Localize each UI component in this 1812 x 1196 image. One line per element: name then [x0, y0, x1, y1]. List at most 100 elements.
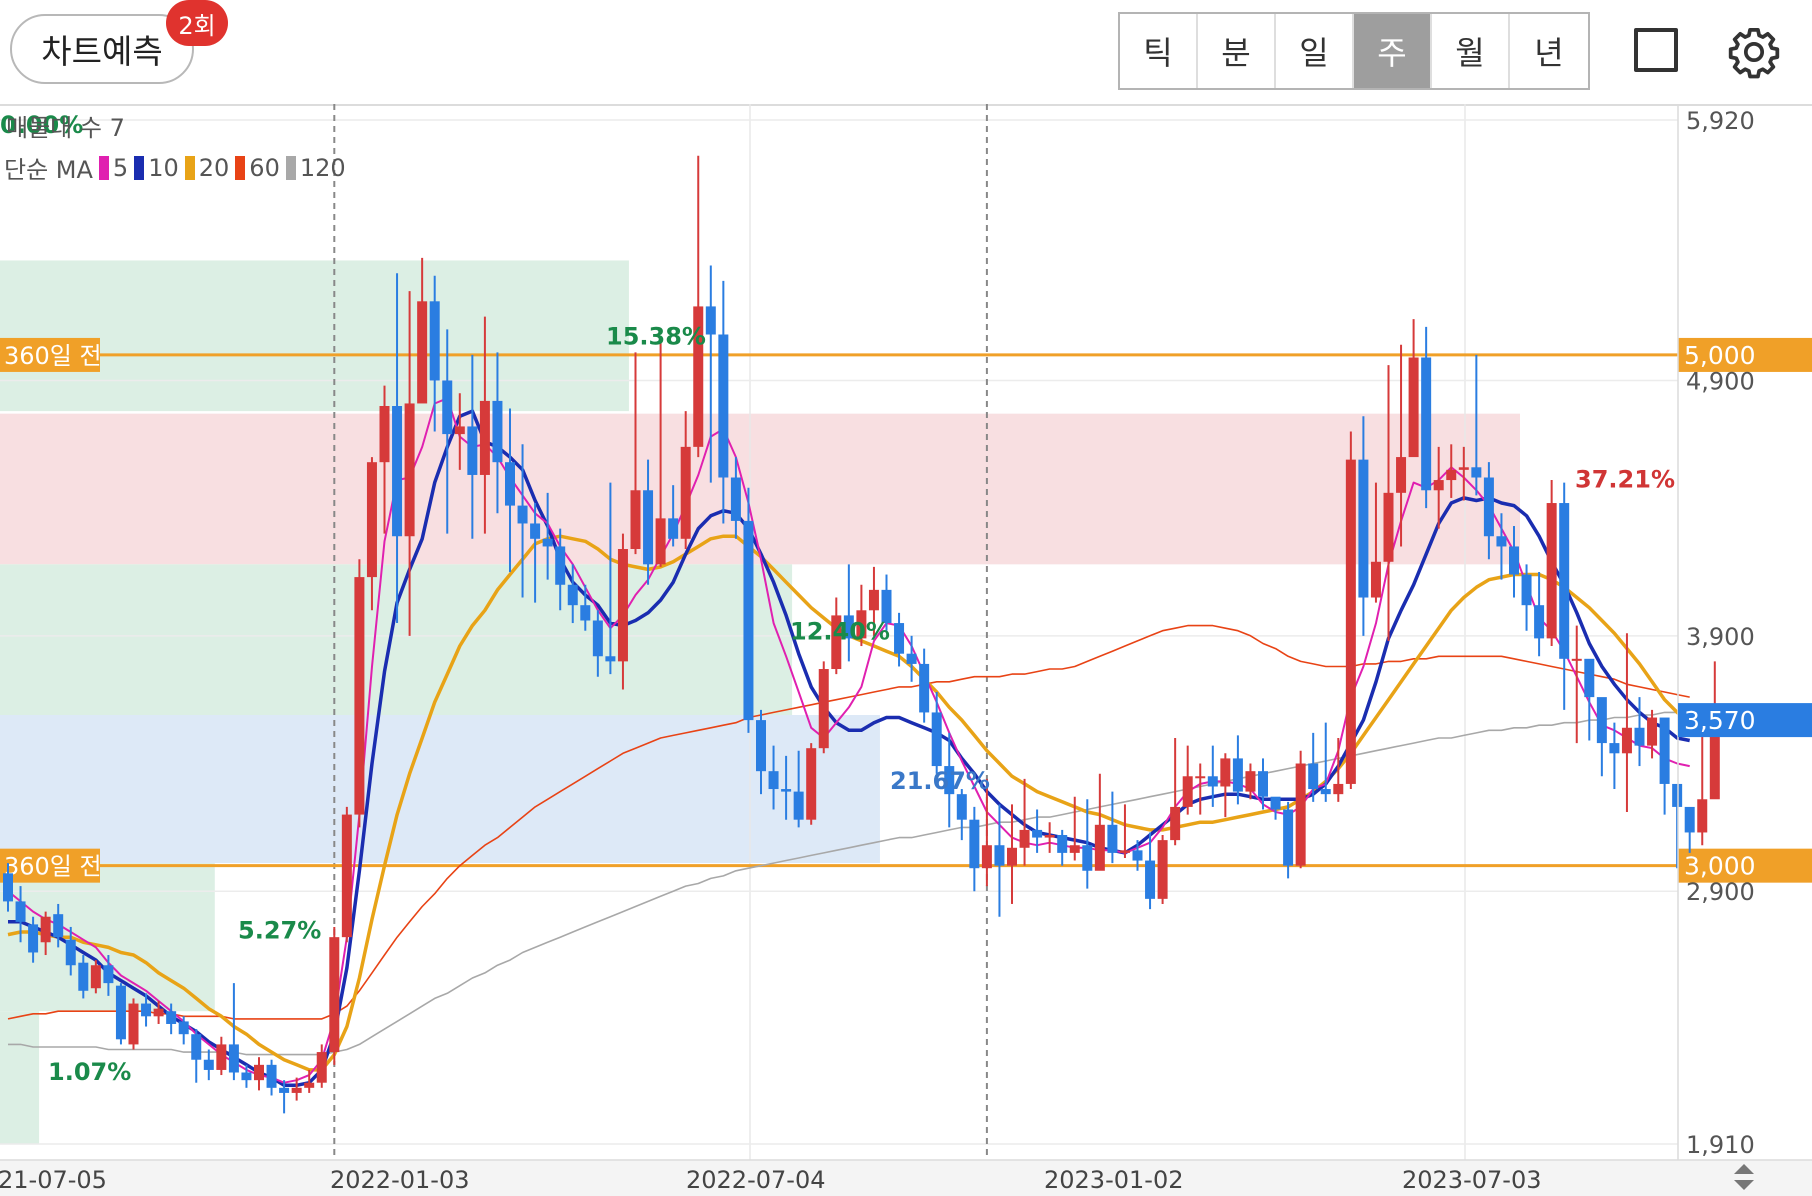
ma20-swatch	[184, 155, 195, 180]
candle-body	[894, 623, 905, 654]
candle	[1370, 482, 1381, 603]
candle-body	[1709, 720, 1720, 800]
candle	[1446, 444, 1457, 498]
candle	[1659, 717, 1670, 815]
zone-pct-label-5: 1.07%	[48, 1058, 131, 1086]
candle-body	[1157, 840, 1168, 899]
candle-body	[530, 523, 541, 539]
tab-minute[interactable]: 분	[1198, 14, 1276, 88]
current-price-badge	[1678, 703, 1812, 738]
candle-body	[1659, 717, 1670, 784]
candle-body	[392, 406, 403, 537]
candle	[228, 983, 239, 1081]
candle-body	[1370, 561, 1381, 598]
price-axis-tick-3: 2,900	[1686, 878, 1755, 906]
zone-pct-label-4: 5.27%	[238, 916, 321, 944]
tab-tick[interactable]: 틱	[1120, 14, 1198, 88]
candle	[254, 1057, 264, 1091]
candle	[28, 916, 39, 963]
candle-body	[366, 462, 377, 578]
candle-body	[28, 924, 39, 953]
price-chart[interactable]: 360일 전 5,000 360일 전 3,000 15.38% 37.21% 12.40%…	[0, 104, 1812, 1196]
candle-body	[1571, 658, 1582, 661]
tab-month[interactable]: 월	[1432, 14, 1510, 88]
candle-body	[1007, 847, 1017, 866]
candle	[1408, 319, 1419, 458]
candle	[1333, 737, 1344, 802]
candle	[1584, 658, 1595, 741]
candle	[856, 584, 867, 647]
candle-body	[1207, 776, 1218, 787]
candle	[417, 257, 428, 404]
candle	[1534, 571, 1545, 657]
fullscreen-square-icon[interactable]	[1634, 28, 1678, 72]
candle-body	[705, 306, 716, 335]
tab-day[interactable]: 일	[1276, 14, 1354, 88]
candle	[931, 692, 942, 774]
gear-icon[interactable]	[1726, 24, 1782, 80]
candle	[1358, 416, 1369, 636]
candle-body	[354, 577, 365, 815]
candle	[128, 998, 139, 1050]
ma10-line	[8, 409, 1691, 1088]
candle-body	[919, 663, 930, 713]
candle	[329, 926, 340, 1065]
candle-body	[153, 1008, 164, 1017]
candle	[115, 983, 126, 1045]
candle	[316, 1044, 327, 1088]
candle-body	[617, 549, 628, 662]
candle	[65, 926, 76, 976]
ma120-line	[8, 709, 1690, 1056]
candle-body	[1019, 829, 1030, 848]
candle-body	[1320, 789, 1331, 795]
candle-body	[1684, 806, 1695, 833]
candle	[1157, 835, 1168, 904]
ma5-swatch	[98, 155, 109, 180]
candle	[592, 610, 603, 677]
candle	[279, 1080, 290, 1114]
candle	[630, 352, 641, 555]
candle	[831, 597, 842, 675]
candle-body	[881, 589, 892, 624]
candle	[944, 732, 955, 828]
candle-body	[1032, 829, 1043, 838]
candle	[1483, 462, 1494, 560]
candle-body	[1283, 809, 1294, 866]
candle	[793, 750, 804, 828]
volume-zone-0	[0, 260, 629, 412]
date-axis-tick-2: 2022-07-04	[686, 1166, 825, 1194]
candle-body	[429, 301, 440, 381]
candle-body	[492, 400, 503, 463]
candle-body	[1082, 845, 1093, 871]
candle-body	[1057, 835, 1068, 853]
tab-year[interactable]: 년	[1534, 34, 1564, 72]
candle	[90, 960, 101, 994]
candle-body	[1458, 467, 1469, 470]
candle	[1634, 697, 1645, 767]
candle-body	[668, 518, 679, 539]
candle-body	[605, 656, 616, 662]
candle	[643, 459, 654, 585]
scroll-down-arrow	[1734, 1180, 1754, 1190]
price-axis-tick-1: 4,900	[1686, 367, 1755, 395]
tab-week[interactable]: 주	[1354, 14, 1432, 88]
candle	[1509, 526, 1519, 598]
chart-predict-button[interactable]: 차트예측	[10, 14, 194, 84]
date-axis-tick-3: 2023-01-02	[1044, 1166, 1183, 1194]
ma60-label: 60	[249, 153, 280, 182]
candle	[1119, 804, 1130, 858]
chart-predict-label: 차트예측	[41, 32, 163, 71]
candle-body	[1697, 799, 1708, 833]
candle-body	[1308, 763, 1319, 790]
candle	[1132, 840, 1143, 871]
candle	[1007, 804, 1017, 904]
candle-body	[1270, 796, 1281, 810]
candle-body	[718, 334, 729, 478]
candle-body	[956, 794, 967, 820]
ma-label: 단순 MA	[4, 156, 93, 184]
candle-body	[1383, 492, 1394, 562]
candle	[605, 482, 616, 675]
candle-body	[1509, 546, 1519, 575]
candle-body	[1421, 357, 1432, 491]
candle-body	[417, 301, 428, 404]
